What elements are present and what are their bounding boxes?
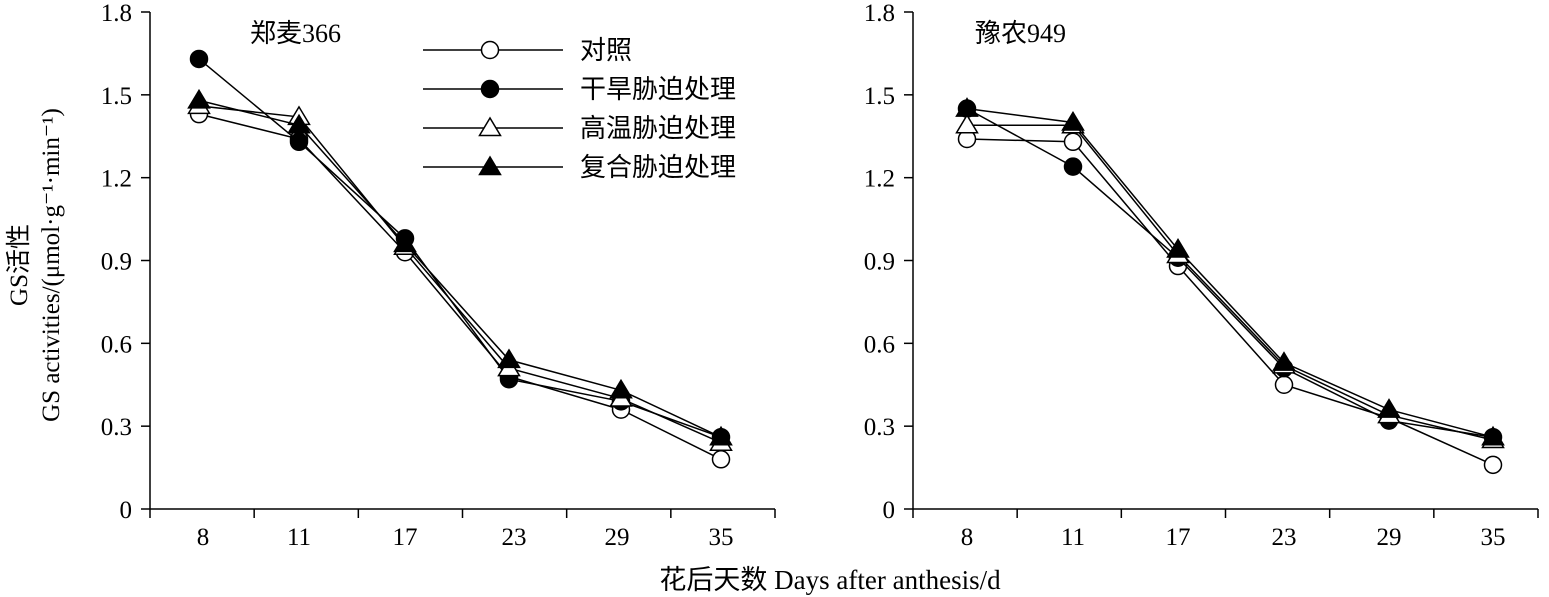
x-tick-label: 8 [197,524,210,551]
y-tick-label: 0.6 [864,331,895,358]
data-point [189,49,209,69]
series-3 [187,94,733,451]
data-point [287,113,311,134]
legend-item: 复合胁迫处理 [423,153,736,182]
data-point [1481,425,1505,446]
y-tick-label: 0.3 [101,414,132,441]
legend-marker [480,40,500,60]
y-tick-label: 1.8 [864,0,895,27]
y-tick-label: 1.5 [101,83,132,110]
series-line [198,58,722,438]
y-tick-label: 0.3 [864,414,895,441]
data-point [1063,157,1083,176]
x-tick-label: 23 [502,524,527,551]
y-tick-label: 1.2 [864,166,895,193]
legend-label: 高温胁迫处理 [580,114,736,143]
legend-item: 对照 [423,36,632,65]
data-point [955,97,979,117]
chart-panel-1: 0 0.3 0.6 0.9 1.2 1.5 1.8 8 11 17 23 29 35 郑麦366 [101,0,776,551]
x-tick-label: 11 [287,524,311,551]
legend-label: 复合胁迫处理 [580,153,736,182]
series-line [198,105,722,444]
x-tick-label: 35 [709,524,734,551]
x-tick-label: 23 [1272,524,1297,551]
x-tick-label: 29 [1377,524,1402,551]
data-point [711,450,731,469]
data-point [497,348,521,369]
legend-label: 干旱胁迫处理 [580,75,736,104]
data-point [289,132,309,152]
x-tick-label: 17 [393,524,418,551]
data-point [1166,237,1190,258]
legend-marker [480,79,500,99]
x-tick-label: 29 [605,524,630,551]
data-point [187,88,211,109]
chart-panel-2: 0 0.3 0.6 0.9 1.2 1.5 1.8 8 11 17 23 29 35 豫农949 [864,0,1539,551]
y-axis-title-en: GS activities/(μmol·g⁻¹·min⁻¹) [38,108,65,422]
legend-label: 对照 [580,36,632,65]
data-point [709,425,733,446]
data-point [1063,132,1083,152]
series-3 [955,113,1505,449]
series-line [966,107,1494,438]
x-tick-label: 35 [1481,524,1506,551]
legend-marker [478,155,502,176]
data-point [1274,375,1294,394]
y-axis-title-cn: GS活性 [5,224,33,306]
data-point [1377,398,1401,418]
series-line [966,107,1494,438]
data-point [1061,110,1085,131]
data-point [955,113,979,134]
x-tick-label: 11 [1061,524,1085,551]
legend-item: 干旱胁迫处理 [423,75,736,104]
y-tick-label: 0 [120,497,133,524]
series-line [967,124,1494,441]
panel-title: 豫农949 [975,19,1066,48]
series-line [198,113,722,460]
data-point [393,232,417,253]
x-axis-title: 花后天数 Days after anthesis/d [659,565,1001,595]
y-tick-label: 0.9 [864,249,895,276]
legend-marker [478,116,502,137]
series-4 [187,88,733,446]
y-tick-label: 0.6 [101,331,132,358]
series-line [198,99,722,438]
series-line [966,138,1494,466]
series-2 [957,99,1503,447]
y-tick-label: 1.5 [864,83,895,110]
x-tick-label: 17 [1166,524,1191,551]
data-point [609,378,633,399]
x-tick-label: 8 [961,524,974,551]
chart-panels: 00.30.60.91.21.51.88 11 17 23 29 35郑麦36600.30… [101,0,1539,551]
data-point [1483,455,1503,475]
panel-title: 郑麦366 [250,19,341,48]
y-tick-label: 1.2 [101,166,132,193]
y-tick-label: 0 [883,497,896,524]
data-point [1272,351,1296,371]
y-tick-label: 0.9 [101,249,132,276]
y-tick-label: 1.8 [101,0,132,27]
series-4 [955,97,1505,446]
series-2 [189,49,731,447]
legend-item: 高温胁迫处理 [423,114,736,143]
